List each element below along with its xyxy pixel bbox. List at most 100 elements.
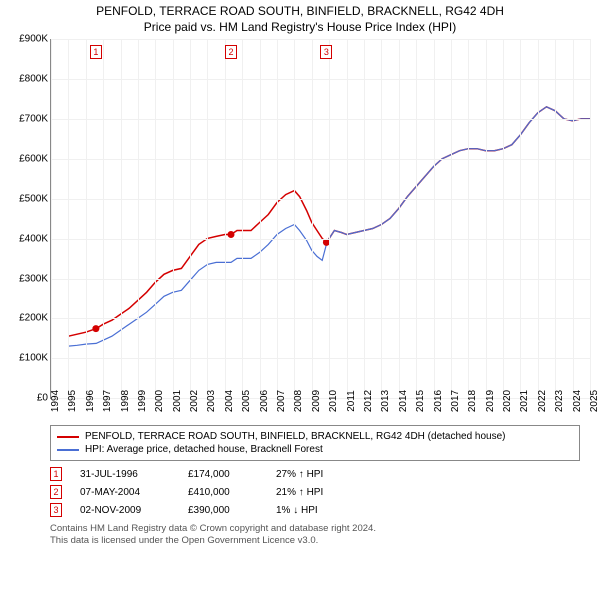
x-tick-label: 2008 <box>293 390 311 412</box>
grid-v <box>68 39 69 398</box>
y-tick-label: £500K <box>19 193 48 204</box>
grid-h <box>51 279 590 280</box>
footer: Contains HM Land Registry data © Crown c… <box>50 523 580 547</box>
grid-v <box>173 39 174 398</box>
legend-row: PENFOLD, TERRACE ROAD SOUTH, BINFIELD, B… <box>57 430 573 443</box>
sale-number-box: 3 <box>50 503 62 517</box>
x-tick-label: 2007 <box>276 390 294 412</box>
x-axis: 1994199519961997199819992000200120022003… <box>50 399 590 419</box>
grid-v <box>416 39 417 398</box>
grid-h <box>51 119 590 120</box>
y-tick-label: £200K <box>19 313 48 324</box>
y-axis: £0£100K£200K£300K£400K£500K£600K£700K£80… <box>10 39 50 399</box>
legend-swatch <box>57 449 79 451</box>
x-tick-label: 2000 <box>154 390 172 412</box>
sale-date: 31-JUL-1996 <box>80 469 170 480</box>
footer-line-1: Contains HM Land Registry data © Crown c… <box>50 523 580 535</box>
legend: PENFOLD, TERRACE ROAD SOUTH, BINFIELD, B… <box>50 425 580 461</box>
x-tick-label: 1996 <box>85 390 103 412</box>
sale-dot <box>228 231 235 238</box>
grid-v <box>121 39 122 398</box>
legend-row: HPI: Average price, detached house, Brac… <box>57 443 573 456</box>
y-tick-label: £100K <box>19 353 48 364</box>
legend-label: HPI: Average price, detached house, Brac… <box>85 444 323 455</box>
x-tick-label: 2018 <box>467 390 485 412</box>
grid-v <box>555 39 556 398</box>
x-tick-label: 2020 <box>502 390 520 412</box>
x-tick-label: 2019 <box>485 390 503 412</box>
x-tick-label: 2004 <box>224 390 242 412</box>
grid-v <box>242 39 243 398</box>
x-tick-label: 1994 <box>50 390 68 412</box>
grid-v <box>468 39 469 398</box>
grid-v <box>294 39 295 398</box>
x-tick-label: 2016 <box>433 390 451 412</box>
y-tick-label: £400K <box>19 233 48 244</box>
title-line-2: Price paid vs. HM Land Registry's House … <box>0 20 600 36</box>
chart-area: £0£100K£200K£300K£400K£500K£600K£700K£80… <box>10 39 590 419</box>
title-line-1: PENFOLD, TERRACE ROAD SOUTH, BINFIELD, B… <box>0 4 600 20</box>
x-tick-label: 2005 <box>241 390 259 412</box>
grid-v <box>573 39 574 398</box>
sale-price: £390,000 <box>188 505 258 516</box>
x-tick-label: 1997 <box>102 390 120 412</box>
x-tick-label: 2023 <box>554 390 572 412</box>
grid-h <box>51 199 590 200</box>
chart-svg <box>51 39 590 398</box>
grid-v <box>207 39 208 398</box>
sale-marker-box: 3 <box>320 45 332 59</box>
grid-v <box>312 39 313 398</box>
sales-table: 131-JUL-1996£174,00027% ↑ HPI207-MAY-200… <box>50 465 580 519</box>
grid-v <box>190 39 191 398</box>
x-tick-label: 2001 <box>172 390 190 412</box>
plot-area: 123 <box>50 39 590 399</box>
x-tick-label: 2025 <box>589 390 600 412</box>
grid-v <box>103 39 104 398</box>
sale-number-box: 2 <box>50 485 62 499</box>
sale-row: 131-JUL-1996£174,00027% ↑ HPI <box>50 465 580 483</box>
sale-dot <box>92 325 99 332</box>
grid-h <box>51 358 590 359</box>
x-tick-label: 2012 <box>363 390 381 412</box>
x-tick-label: 2017 <box>450 390 468 412</box>
grid-h <box>51 159 590 160</box>
sale-row: 207-MAY-2004£410,00021% ↑ HPI <box>50 483 580 501</box>
grid-v <box>538 39 539 398</box>
x-tick-label: 2014 <box>398 390 416 412</box>
legend-label: PENFOLD, TERRACE ROAD SOUTH, BINFIELD, B… <box>85 431 506 442</box>
x-tick-label: 2010 <box>328 390 346 412</box>
sale-row: 302-NOV-2009£390,0001% ↓ HPI <box>50 501 580 519</box>
grid-v <box>347 39 348 398</box>
sale-price: £410,000 <box>188 487 258 498</box>
grid-h <box>51 79 590 80</box>
sale-date: 07-MAY-2004 <box>80 487 170 498</box>
grid-v <box>590 39 591 398</box>
x-tick-label: 2022 <box>537 390 555 412</box>
x-tick-label: 2013 <box>380 390 398 412</box>
grid-v <box>155 39 156 398</box>
grid-v <box>260 39 261 398</box>
y-tick-label: £800K <box>19 74 48 85</box>
grid-v <box>486 39 487 398</box>
y-tick-label: £0 <box>37 393 48 404</box>
x-tick-label: 2011 <box>346 390 364 412</box>
y-tick-label: £600K <box>19 153 48 164</box>
legend-swatch <box>57 436 79 438</box>
grid-v <box>451 39 452 398</box>
x-tick-label: 1999 <box>137 390 155 412</box>
grid-v <box>51 39 52 398</box>
x-tick-label: 2009 <box>311 390 329 412</box>
sale-diff: 27% ↑ HPI <box>276 469 356 480</box>
x-tick-label: 1998 <box>120 390 138 412</box>
x-tick-label: 2015 <box>415 390 433 412</box>
grid-v <box>503 39 504 398</box>
grid-h <box>51 239 590 240</box>
sale-number-box: 1 <box>50 467 62 481</box>
x-tick-label: 1995 <box>67 390 85 412</box>
grid-v <box>399 39 400 398</box>
x-tick-label: 2002 <box>189 390 207 412</box>
grid-v <box>277 39 278 398</box>
footer-line-2: This data is licensed under the Open Gov… <box>50 535 580 547</box>
y-tick-label: £900K <box>19 34 48 45</box>
sale-date: 02-NOV-2009 <box>80 505 170 516</box>
